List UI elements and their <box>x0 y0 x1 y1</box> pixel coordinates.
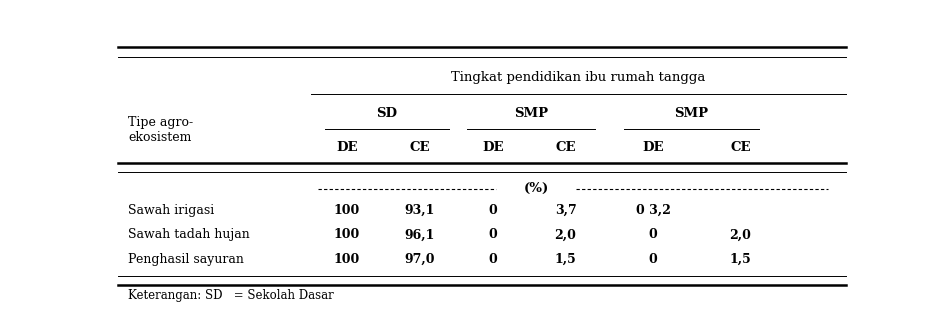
Text: DE: DE <box>482 141 504 154</box>
Text: SMP: SMP <box>674 107 708 120</box>
Text: 97,0: 97,0 <box>404 253 435 266</box>
Text: 93,1: 93,1 <box>404 204 435 217</box>
Text: Keterangan: SD   = Sekolah Dasar: Keterangan: SD = Sekolah Dasar <box>129 289 335 302</box>
Text: 96,1: 96,1 <box>404 228 435 242</box>
Text: 3,7: 3,7 <box>555 204 576 217</box>
Text: Tipe agro-
ekosistem: Tipe agro- ekosistem <box>129 117 194 144</box>
Text: (%): (%) <box>524 182 549 195</box>
Text: 0: 0 <box>649 228 657 242</box>
Text: 1,5: 1,5 <box>555 253 576 266</box>
Text: 1,5: 1,5 <box>729 253 751 266</box>
Text: CE: CE <box>730 141 751 154</box>
Text: 0: 0 <box>488 228 497 242</box>
Text: 0: 0 <box>488 253 497 266</box>
Text: CE: CE <box>556 141 576 154</box>
Text: 0: 0 <box>649 253 657 266</box>
Text: 2,0: 2,0 <box>555 228 576 242</box>
Text: Sawah irigasi: Sawah irigasi <box>129 204 214 217</box>
Text: 0 3,2: 0 3,2 <box>635 204 670 217</box>
Text: SD: SD <box>377 107 398 120</box>
Text: 2,0: 2,0 <box>729 228 751 242</box>
Text: DE: DE <box>337 141 358 154</box>
Text: CE: CE <box>410 141 431 154</box>
Text: 0: 0 <box>488 204 497 217</box>
Text: DE: DE <box>642 141 664 154</box>
Text: Tingkat pendidikan ibu rumah tangga: Tingkat pendidikan ibu rumah tangga <box>451 71 705 84</box>
Text: Sawah tadah hujan: Sawah tadah hujan <box>129 228 250 242</box>
Text: SMP: SMP <box>514 107 548 120</box>
Text: 100: 100 <box>334 228 360 242</box>
Text: Penghasil sayuran: Penghasil sayuran <box>129 253 244 266</box>
Text: 100: 100 <box>334 204 360 217</box>
Text: 100: 100 <box>334 253 360 266</box>
